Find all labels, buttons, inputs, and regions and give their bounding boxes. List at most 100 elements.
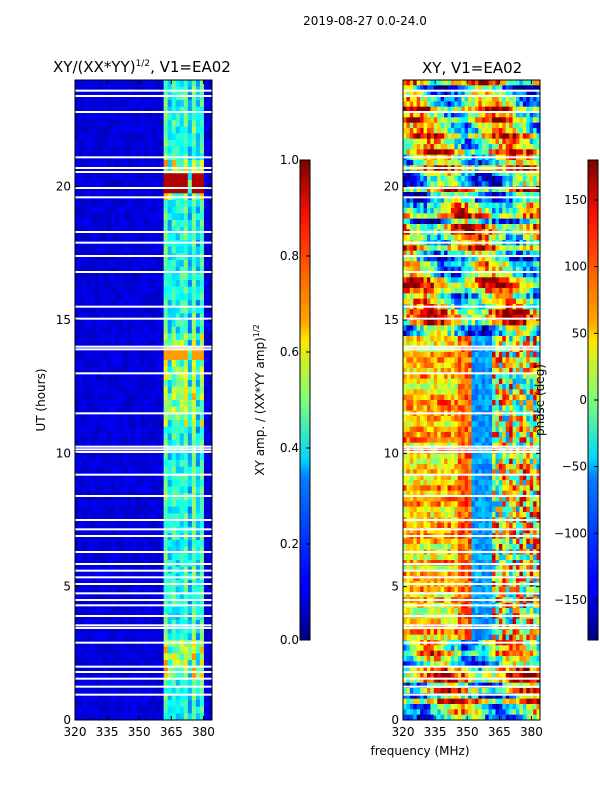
- phase-cell: [437, 192, 442, 198]
- amplitude-cell: [155, 653, 161, 661]
- phase-cell: [457, 213, 462, 220]
- amplitude-cell: [171, 166, 177, 174]
- amplitude-cell: [143, 200, 148, 208]
- amplitude-cell: [199, 546, 205, 554]
- amplitude-cell: [95, 366, 100, 374]
- amplitude-cell: [75, 546, 80, 554]
- phase-cell: [471, 170, 476, 177]
- amplitude-cell: [155, 700, 161, 708]
- amplitude-cell: [111, 466, 116, 474]
- amplitude-cell: [187, 260, 193, 268]
- amplitude-cell: [127, 146, 132, 154]
- amplitude-cell: [203, 293, 209, 301]
- amplitude-cell: [191, 180, 197, 188]
- phase-cell: [464, 245, 469, 252]
- amplitude-cell: [115, 120, 120, 128]
- amplitude-cell: [147, 393, 152, 401]
- amplitude-cell: [183, 233, 189, 241]
- phase-cell: [461, 192, 466, 198]
- amplitude-cell: [179, 160, 185, 168]
- amplitude-cell: [147, 433, 152, 441]
- phase-cell: [478, 250, 483, 257]
- amplitude-cell: [171, 413, 177, 421]
- amplitude-cell: [91, 553, 96, 561]
- amplitude-cell: [179, 653, 185, 661]
- amplitude-cell: [199, 260, 205, 268]
- amplitude-cell: [203, 660, 209, 668]
- phase-cell: [457, 80, 462, 86]
- amplitude-cell: [135, 593, 140, 601]
- phase-cell: [495, 202, 500, 209]
- phase-cell: [536, 128, 541, 134]
- phase-cell: [468, 202, 472, 209]
- amplitude-cell: [171, 300, 177, 308]
- amplitude-cell: [191, 120, 197, 128]
- amplitude-cell: [163, 220, 169, 228]
- amplitude-cell: [79, 606, 84, 614]
- amplitude-cell: [79, 426, 84, 434]
- amplitude-cell: [151, 133, 156, 141]
- amplitude-cell: [191, 426, 197, 434]
- amplitude-cell: [111, 473, 116, 481]
- phase-cell: [478, 106, 483, 113]
- phase-cell: [426, 261, 431, 268]
- amplitude-cell: [111, 460, 116, 468]
- amplitude-cell: [127, 320, 132, 328]
- amplitude-cell: [119, 80, 124, 88]
- amplitude-cell: [203, 466, 209, 474]
- phase-cell: [464, 117, 469, 124]
- phase-cell: [454, 149, 459, 156]
- phase-cell: [433, 117, 438, 124]
- phase-cell: [519, 112, 524, 118]
- phase-heatmap-cells: [403, 80, 541, 721]
- amplitude-cell: [175, 700, 181, 708]
- amplitude-cell: [107, 413, 112, 421]
- amplitude-cell: [75, 213, 80, 221]
- phase-cell: [403, 80, 407, 86]
- amplitude-cell: [135, 200, 140, 208]
- amplitude-cell: [155, 226, 161, 234]
- phase-cell: [505, 277, 510, 284]
- phase-cell: [516, 149, 520, 156]
- amplitude-cell: [103, 100, 108, 108]
- amplitude-cell: [131, 173, 136, 181]
- amplitude-cell: [87, 360, 92, 368]
- amplitude-cell: [79, 373, 84, 381]
- amplitude-cell: [203, 666, 209, 674]
- amplitude-cell: [155, 440, 161, 448]
- amplitude-cell: [195, 120, 201, 128]
- amplitude-cell: [115, 113, 120, 121]
- phase-cell: [457, 288, 462, 294]
- amplitude-cell: [175, 246, 181, 254]
- amplitude-cell: [107, 540, 112, 548]
- phase-cell: [447, 234, 452, 241]
- amplitude-cell: [191, 166, 197, 174]
- amplitude-cell: [99, 266, 104, 274]
- phase-cell: [468, 106, 472, 113]
- amplitude-cell: [167, 113, 173, 121]
- flagged-row: [75, 677, 212, 680]
- amplitude-cell: [127, 706, 132, 714]
- phase-cell: [516, 138, 520, 145]
- phase-cell: [423, 256, 428, 262]
- phase-cell: [509, 245, 513, 252]
- amplitude-cell: [171, 293, 177, 301]
- amplitude-cell: [123, 280, 128, 288]
- phase-cell: [450, 288, 455, 294]
- amplitude-cell: [135, 160, 140, 168]
- amplitude-cell: [187, 320, 193, 328]
- amplitude-cell: [159, 686, 165, 694]
- amplitude-cell: [207, 680, 213, 688]
- amplitude-cell: [91, 293, 96, 301]
- phase-cell: [426, 202, 431, 209]
- amplitude-cell: [163, 626, 169, 634]
- amplitude-cell: [171, 506, 177, 514]
- amplitude-cell: [91, 473, 96, 481]
- amplitude-cell: [147, 546, 152, 554]
- phase-cell: [468, 96, 472, 102]
- amplitude-cell: [167, 460, 173, 468]
- amplitude-cell: [75, 226, 80, 234]
- amplitude-cell: [123, 433, 128, 441]
- phase-cell: [457, 106, 462, 113]
- amplitude-cell: [79, 380, 84, 388]
